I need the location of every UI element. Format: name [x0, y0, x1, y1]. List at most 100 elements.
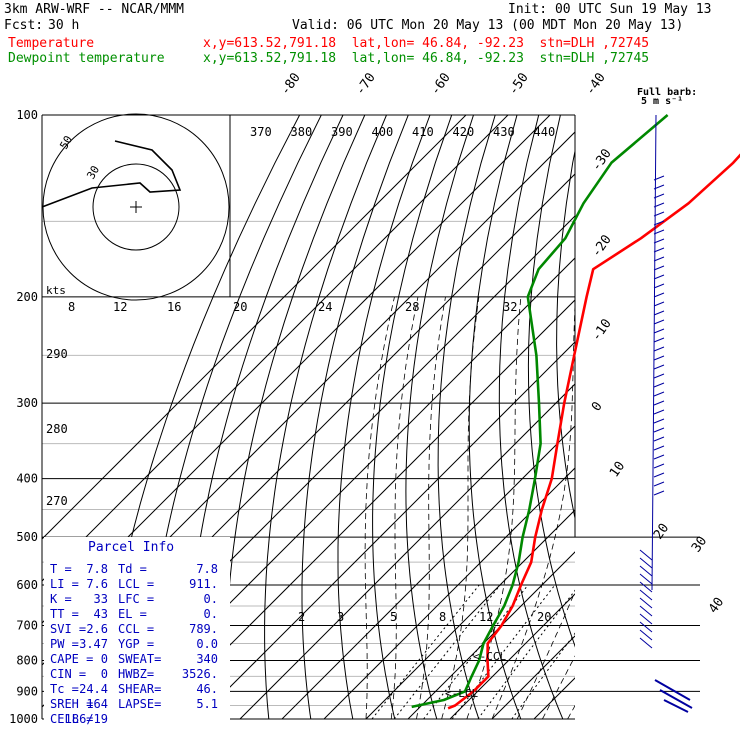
temperature-tick-label: 10	[607, 459, 628, 480]
hodograph-ring-label: 50	[57, 134, 75, 152]
dry-adiabat	[556, 148, 575, 521]
dry-adiabat	[611, 115, 731, 719]
full-barb-label: Full barb:	[637, 87, 697, 98]
wind-barb-low	[654, 679, 693, 713]
moist-adiabat	[390, 296, 419, 719]
parcel-info-cell: SHEAR=	[118, 682, 161, 696]
legend-temperature: Temperature	[8, 36, 95, 51]
isotherm-line	[491, 635, 575, 719]
parcel-info-cell: LAPSE=	[118, 697, 161, 711]
parcel-info-cell: CELL =	[50, 712, 93, 726]
pressure-tick-label: 300	[16, 396, 38, 410]
parcel-info-cell: 340	[196, 652, 218, 666]
isotherm-line	[323, 467, 575, 719]
temperature-tick-label: -80	[278, 70, 304, 98]
dry-adiabat	[733, 115, 740, 719]
dry-adiabat	[710, 115, 740, 719]
parcel-info-title: Parcel Info	[88, 540, 174, 555]
temperature-tick-label: -70	[353, 70, 379, 98]
theta-label: 440	[534, 125, 556, 139]
temperature-tick-label: -30	[589, 146, 615, 174]
init-time: Init: 00 UTC Sun 19 May 13	[508, 2, 712, 17]
parcel-info-cell: K =	[50, 592, 72, 606]
theta-label: 430	[493, 125, 515, 139]
parcel-info-cell: 911.	[189, 577, 218, 591]
parcel-info-cell: LI =	[50, 577, 79, 591]
parcel-info-cell: 0	[101, 667, 108, 681]
mixing-ratio-line	[393, 584, 501, 719]
dry-adiabat	[686, 115, 740, 719]
temperature-tick-label: 20	[651, 521, 672, 542]
theta-label: 400	[372, 125, 394, 139]
lcl-marker: <-LCL	[445, 687, 478, 700]
mixing-ratio-label: 3	[337, 610, 344, 624]
theta-label: 420	[453, 125, 475, 139]
parcel-info-panel	[44, 537, 230, 727]
parcel-info-cell: 33	[94, 592, 108, 606]
moist-adiabat	[466, 296, 522, 719]
dry-adiabat	[498, 115, 564, 719]
hodograph-ring	[92, 163, 180, 251]
isotherm-line	[281, 425, 575, 719]
parcel-info-cell: EL =	[118, 607, 147, 621]
dry-adiabat	[372, 115, 453, 719]
parcel-info-cell: LCL =	[118, 577, 154, 591]
temperature-tick-label: -10	[589, 316, 615, 344]
moist-adiabat	[516, 590, 575, 719]
moist-adiabat	[364, 296, 395, 719]
isotherm-line	[533, 677, 575, 719]
parcel-info-cell: LFC =	[118, 592, 154, 606]
hodograph-trace	[41, 140, 182, 208]
hodograph-unit-label: kts	[46, 284, 66, 297]
parcel-info-cell: Td =	[118, 562, 147, 576]
theta-side-label: 270	[46, 494, 68, 508]
parcel-info-cell: 186/19	[65, 712, 108, 726]
dry-adiabat	[637, 115, 740, 719]
isotherm-line	[618, 115, 740, 719]
parcel-info-cell: TT =	[50, 607, 79, 621]
moist-adiabat	[441, 296, 480, 719]
pressure-tick-label: 1000	[9, 712, 38, 726]
dry-adiabat	[337, 115, 431, 719]
parcel-info-cell: 0.	[204, 592, 218, 606]
temperature-tick-label: 0	[589, 399, 606, 414]
parcel-info-cell: Tc =	[50, 682, 79, 696]
ccl-marker: <-CCL	[473, 650, 506, 663]
pressure-tick-label: 400	[16, 472, 38, 486]
isotherm-line	[407, 551, 575, 719]
theta-label: 410	[412, 125, 434, 139]
temperature-curve	[447, 153, 740, 710]
full-barb-unit: 5 m s⁻¹	[641, 96, 683, 107]
parcel-info-cell: CAPE =	[50, 652, 93, 666]
parcel-info-cell: 2.6	[86, 622, 108, 636]
theta-label: 380	[291, 125, 313, 139]
parcel-info-cell: 789.	[189, 622, 218, 636]
pressure-tick-label: 100	[16, 108, 38, 122]
parcel-info-cell: CCL =	[118, 622, 154, 636]
temperature-tick-label: -40	[583, 70, 609, 98]
mixing-ratio-line	[371, 584, 480, 719]
wind-barb-staff	[639, 114, 665, 649]
hodograph-axis-tick: 16	[167, 300, 181, 314]
forecast-label: Fcst:	[4, 18, 44, 33]
legend-temperature-location: x,y=613.52,791.18 lat,lon= 46.84, -92.23…	[203, 36, 650, 51]
pressure-tick-label: 800	[16, 653, 38, 667]
temperature-tick-label: 30	[689, 534, 710, 555]
pressure-tick-label: 200	[16, 290, 38, 304]
isotherm-line	[365, 509, 575, 719]
isotherm-line	[42, 115, 467, 540]
isotherm-line	[155, 299, 575, 719]
isotherm-line	[42, 115, 509, 582]
dewpoint-curve	[411, 114, 669, 709]
parcel-info-cell: SREH =	[50, 697, 93, 711]
hodograph-axis-tick: 32	[503, 300, 517, 314]
parcel-info-cell: SWEAT=	[118, 652, 161, 666]
parcel-info-cell: PW =	[50, 637, 79, 651]
parcel-info-cell: YGP =	[118, 637, 154, 651]
parcel-info-cell: 5.1	[196, 697, 218, 711]
moist-adiabat	[542, 655, 575, 719]
legend-dewpoint: Dewpoint temperature	[8, 51, 165, 66]
temperature-tick-label: -60	[428, 70, 454, 98]
parcel-info-cell: T =	[50, 562, 72, 576]
